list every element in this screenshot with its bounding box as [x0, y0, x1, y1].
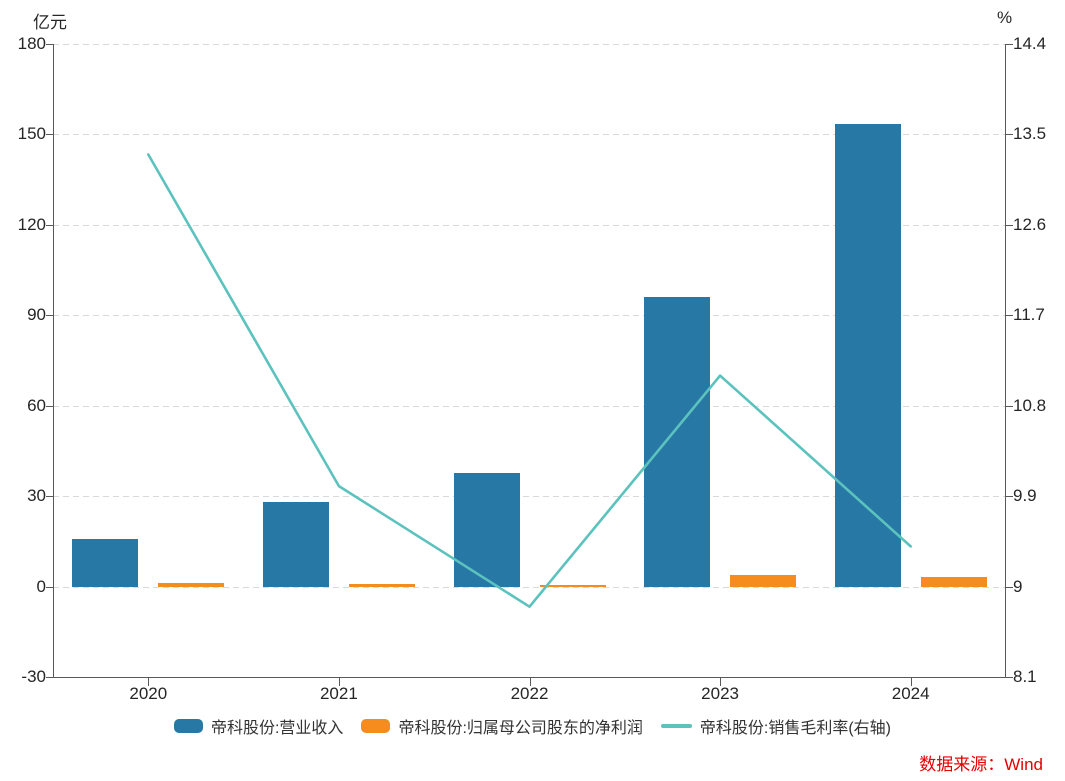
right-tick-label-9.9: 9.9 — [1013, 486, 1037, 506]
bar-netprofit-2020 — [158, 583, 225, 587]
gridline-180 — [53, 44, 1006, 45]
legend-label-netprofit: 帝科股份:归属母公司股东的净利润 — [398, 720, 643, 737]
x-tick-2020 — [148, 678, 150, 686]
right-tick-13.5 — [1006, 134, 1013, 136]
legend: 帝科股份:营业收入 帝科股份:归属母公司股东的净利润 帝科股份:销售毛利率(右轴… — [0, 714, 1065, 738]
right-tick-label-11.7: 11.7 — [1013, 305, 1045, 325]
x-tick-label-2024: 2024 — [891, 684, 930, 703]
left-tick-label-120: 120 — [17, 214, 46, 234]
right-tick-9.9 — [1006, 496, 1013, 498]
netprofit-swatch-icon — [361, 719, 391, 733]
gridline-120 — [53, 224, 1006, 226]
bar-revenue-2023 — [644, 297, 711, 587]
revenue-swatch-icon — [173, 719, 203, 733]
x-tick-2023 — [720, 678, 722, 686]
right-tick-14.4 — [1006, 44, 1013, 45]
x-tick-label-2021: 2021 — [319, 684, 358, 703]
right-tick-12.6 — [1006, 224, 1013, 226]
right-tick-label-12.6: 12.6 — [1013, 214, 1047, 234]
left-tick-30 — [46, 496, 53, 498]
bar-netprofit-2022 — [539, 585, 606, 587]
left-tick-label-30: 30 — [27, 486, 46, 506]
right-tick-label-14.4: 14.4 — [1013, 34, 1047, 53]
margin-line-swatch-icon — [660, 724, 692, 728]
x-tick-2024 — [910, 678, 912, 686]
left-tick-90 — [46, 315, 53, 317]
right-tick-label-9: 9 — [1013, 576, 1023, 596]
plot-area — [53, 44, 1006, 677]
right-tick-9 — [1006, 586, 1013, 588]
right-tick-10.8 — [1006, 405, 1013, 407]
gridline-90 — [53, 315, 1006, 317]
margin-line — [147, 153, 913, 609]
x-axis-line — [52, 677, 1007, 678]
left-tick-label-150: 150 — [17, 124, 46, 144]
x-tick-label-2023: 2023 — [701, 684, 739, 703]
legend-item-revenue: 帝科股份:营业收入 — [173, 714, 344, 738]
left-tick-label-60: 60 — [27, 395, 46, 415]
left-tick-label-180: 180 — [17, 34, 46, 53]
bar-revenue-2022 — [453, 472, 520, 587]
legend-item-margin: 帝科股份:销售毛利率(右轴) — [660, 714, 891, 738]
left-tick-150 — [46, 134, 53, 136]
bar-netprofit-2023 — [730, 574, 797, 587]
margin-line-svg — [147, 153, 913, 609]
left-tick-label-0: 0 — [36, 576, 46, 596]
right-axis-line — [1005, 44, 1006, 677]
right-tick-label-13.5: 13.5 — [1013, 124, 1047, 144]
legend-item-netprofit: 帝科股份:归属母公司股东的净利润 — [361, 714, 643, 738]
gridline-30 — [53, 496, 1006, 498]
left-axis-unit-label: 亿元 — [33, 13, 67, 32]
left-tick-label-90: 90 — [27, 305, 46, 325]
bar-revenue-2021 — [262, 501, 329, 587]
left-tick-60 — [46, 405, 53, 407]
x-tick-label-2022: 2022 — [510, 684, 549, 703]
left-axis-line — [53, 44, 54, 677]
right-tick-label-10.8: 10.8 — [1013, 395, 1047, 415]
source-note: 数据来源：Wind — [919, 755, 1043, 774]
left-tick-180 — [46, 44, 53, 45]
gridline-150 — [53, 134, 1006, 136]
gridline-0 — [53, 586, 1006, 588]
x-tick-label-2020: 2020 — [129, 684, 168, 703]
left-tick-120 — [46, 224, 53, 226]
right-tick-label-8.1: 8.1 — [1013, 667, 1037, 686]
right-tick-8.1 — [1006, 677, 1013, 678]
left-tick-label--30: -30 — [21, 667, 46, 686]
left-tick--30 — [46, 677, 53, 678]
legend-label-margin: 帝科股份:销售毛利率(右轴) — [699, 720, 891, 737]
right-tick-11.7 — [1006, 315, 1013, 317]
right-axis-unit-label: % — [997, 8, 1013, 27]
gridline-60 — [53, 405, 1006, 407]
left-tick-0 — [46, 586, 53, 588]
bar-netprofit-2024 — [920, 576, 987, 587]
legend-label-revenue: 帝科股份:营业收入 — [210, 720, 344, 737]
bar-netprofit-2021 — [348, 583, 415, 587]
x-tick-2021 — [338, 678, 340, 686]
bar-revenue-2020 — [72, 538, 139, 587]
x-tick-2022 — [529, 678, 531, 686]
